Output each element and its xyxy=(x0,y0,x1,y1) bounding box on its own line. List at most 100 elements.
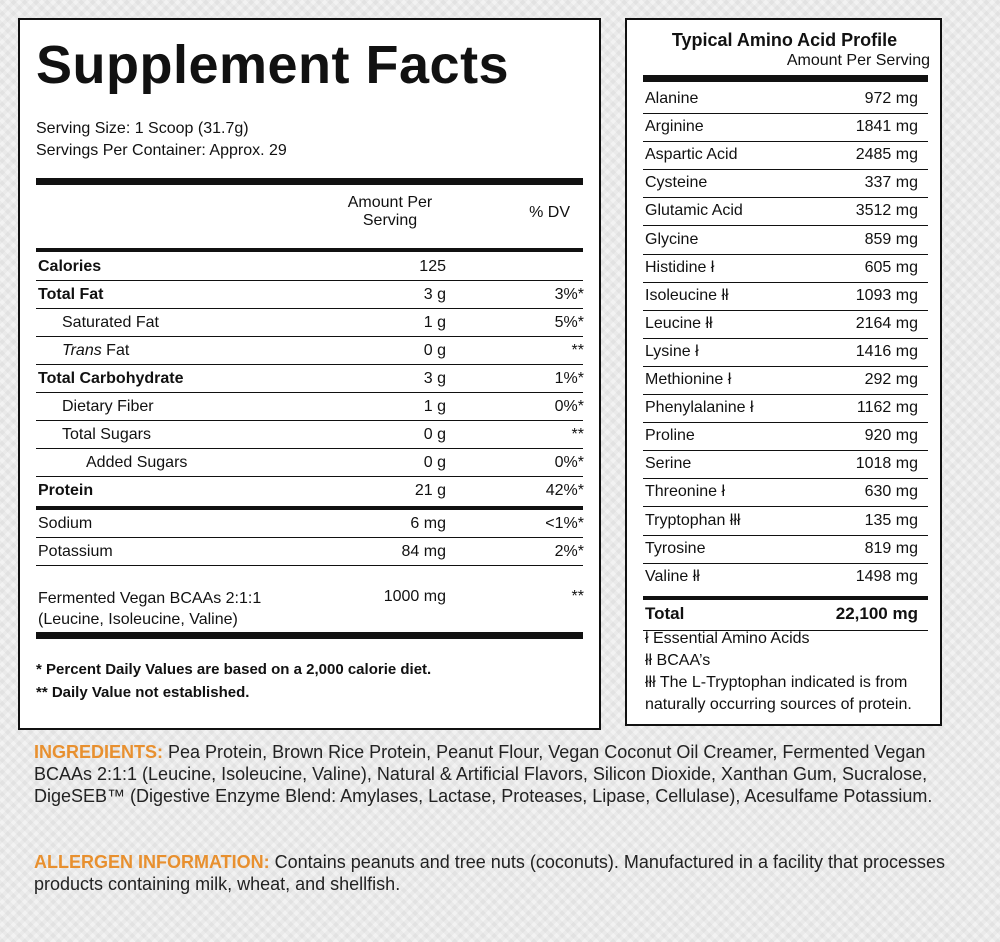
nutrient-amount: 0 g xyxy=(423,342,446,359)
servings-per-container: Servings Per Container: Approx. 29 xyxy=(36,142,287,159)
amino-acid-amount: 1018 mg xyxy=(855,455,918,473)
amino-acid-amount: 1841 mg xyxy=(855,118,918,136)
amino-acid-amount: 135 mg xyxy=(864,511,918,529)
amino-acid-row: Leucine łł 2164 mg xyxy=(643,311,928,339)
amino-acid-amount: 859 mg xyxy=(864,230,918,248)
divider-medium xyxy=(36,506,583,510)
amino-acid-name: Glutamic Acid xyxy=(645,202,743,220)
nutrient-row-saturated-fat: Saturated Fat 1 g 5%* xyxy=(36,309,584,337)
bcaa-name-line2: (Leucine, Isoleucine, Valine) xyxy=(38,611,238,628)
row-rule xyxy=(643,422,928,424)
amino-acid-row: Aspartic Acid 2485 mg xyxy=(643,142,928,171)
amino-acid-name: Serine xyxy=(645,455,692,473)
nutrient-dv: ** xyxy=(571,426,584,443)
amino-acid-name: Isoleucine łł xyxy=(645,286,729,304)
nutrient-amount: 6 mg xyxy=(410,515,446,532)
row-rule xyxy=(36,476,583,477)
divider-medium xyxy=(36,248,583,252)
row-rule xyxy=(643,225,928,227)
amino-acid-row: Glutamic Acid 3512 mg xyxy=(643,198,928,227)
allergen-label: ALLERGEN INFORMATION: xyxy=(34,852,270,872)
amino-acid-amount: 1162 mg xyxy=(856,399,918,417)
row-rule xyxy=(643,197,928,199)
row-rule xyxy=(643,478,928,480)
amino-acid-row: Proline 920 mg xyxy=(643,423,928,452)
trans-italic: Trans xyxy=(62,342,102,359)
nutrient-dv: 1%* xyxy=(554,370,584,387)
row-rule xyxy=(36,364,583,365)
trans-suffix: Fat xyxy=(101,342,130,359)
row-rule xyxy=(36,565,583,566)
amino-acid-name: Alanine xyxy=(645,90,699,107)
amino-total-amount: 22,100 mg xyxy=(835,604,918,623)
nutrient-name: Calories xyxy=(38,258,102,275)
amino-acid-amount: 920 mg xyxy=(864,427,918,445)
nutrient-name: Trans Fat xyxy=(62,342,129,360)
amino-acid-name: Cysteine xyxy=(645,174,708,192)
amino-acid-name: Leucine łł xyxy=(645,314,713,332)
amino-acid-amount: 3512 mg xyxy=(855,202,918,220)
footnote-percent-dv: * Percent Daily Values are based on a 2,… xyxy=(36,661,432,678)
allergen-text: Contains peanuts and tree nuts (coconuts… xyxy=(34,852,946,894)
amino-acid-amount: 2485 mg xyxy=(855,146,918,164)
row-rule xyxy=(643,394,928,395)
amino-acid-row: Arginine 1841 mg xyxy=(643,114,928,143)
nutrient-amount: 3 g xyxy=(423,286,446,303)
nutrient-row-dietary-fiber: Dietary Fiber 1 g 0%* xyxy=(36,393,584,421)
divider-thick xyxy=(36,178,583,185)
nutrient-amount: 1000 mg xyxy=(383,588,446,605)
row-rule xyxy=(643,141,928,143)
nutrient-amount: 1 g xyxy=(423,314,446,331)
amino-acid-name: Tyrosine xyxy=(645,539,706,557)
amino-acid-name: Lysine ł xyxy=(645,342,699,360)
amino-acid-profile-panel: Typical Amino Acid Profile Amount Per Se… xyxy=(625,18,942,726)
amino-acid-row: Serine 1018 mg xyxy=(643,451,928,480)
nutrient-dv: 5%* xyxy=(554,314,584,331)
nutrient-name: Fermented Vegan BCAAs 2:1:1 (Leucine, Is… xyxy=(38,588,261,630)
nutrient-row-added-sugars: Added Sugars 0 g 0%* xyxy=(36,449,584,477)
nutrient-dv: <1%* xyxy=(545,515,584,532)
row-rule xyxy=(643,113,928,114)
amino-acid-row: Cysteine 337 mg xyxy=(643,170,928,199)
nutrient-dv: 3%* xyxy=(554,286,584,303)
amino-acid-amount: 819 mg xyxy=(864,539,918,557)
amino-acid-row: Lysine ł 1416 mg xyxy=(643,339,928,367)
nutrient-dv: 0%* xyxy=(554,398,584,415)
nutrient-dv: ** xyxy=(571,342,584,359)
amino-acid-row: Tyrosine 819 mg xyxy=(643,536,928,564)
row-rule xyxy=(643,506,928,508)
nutrient-name: Saturated Fat xyxy=(62,314,159,331)
row-rule xyxy=(36,420,583,421)
serving-size: Serving Size: 1 Scoop (31.7g) xyxy=(36,120,249,137)
nutrient-name: Total Fat xyxy=(38,286,104,303)
row-rule xyxy=(36,537,583,538)
nutrient-row-trans-fat: Trans Fat 0 g ** xyxy=(36,337,584,365)
nutrient-amount: 1 g xyxy=(423,398,446,415)
serving-info: Serving Size: 1 Scoop (31.7g) Servings P… xyxy=(36,118,287,162)
row-rule xyxy=(36,392,583,393)
amino-acid-row: Valine łł 1498 mg xyxy=(643,564,928,592)
legend-tryptophan: łłł The L-Tryptophan indicated is from n… xyxy=(645,674,912,713)
amino-acid-name: Glycine xyxy=(645,230,699,248)
amino-acid-name: Aspartic Acid xyxy=(645,146,738,164)
amino-profile-subtitle: Amount Per Serving xyxy=(786,52,930,69)
header-amount: Amount Per Serving xyxy=(347,194,433,229)
nutrient-row-sodium: Sodium 6 mg <1%* xyxy=(36,510,584,538)
row-rule xyxy=(643,534,928,536)
row-rule xyxy=(643,309,928,311)
nutrient-dv: 0%* xyxy=(554,454,584,471)
amino-acid-amount: 2164 mg xyxy=(855,314,918,332)
amino-acid-name: Valine łł xyxy=(645,567,700,585)
amino-legend: ł Essential Amino Acids łł BCAA’s łłł Th… xyxy=(645,628,935,716)
amino-acid-amount: 1498 mg xyxy=(855,567,918,585)
amino-acid-amount: 972 mg xyxy=(864,90,918,107)
bcaa-name-line1: Fermented Vegan BCAAs 2:1:1 xyxy=(38,590,262,607)
amino-acid-name: Phenylalanine ł xyxy=(645,399,754,417)
nutrient-amount: 3 g xyxy=(423,370,446,387)
nutrient-dv: ** xyxy=(571,588,584,605)
amino-total-label: Total xyxy=(645,604,685,623)
amino-acid-row: Phenylalanine ł 1162 mg xyxy=(643,395,928,424)
nutrient-row-total-fat: Total Fat 3 g 3%* xyxy=(36,281,584,309)
footnotes: * Percent Daily Values are based on a 2,… xyxy=(36,658,431,704)
nutrient-row-bcaa: Fermented Vegan BCAAs 2:1:1 (Leucine, Is… xyxy=(36,586,584,632)
